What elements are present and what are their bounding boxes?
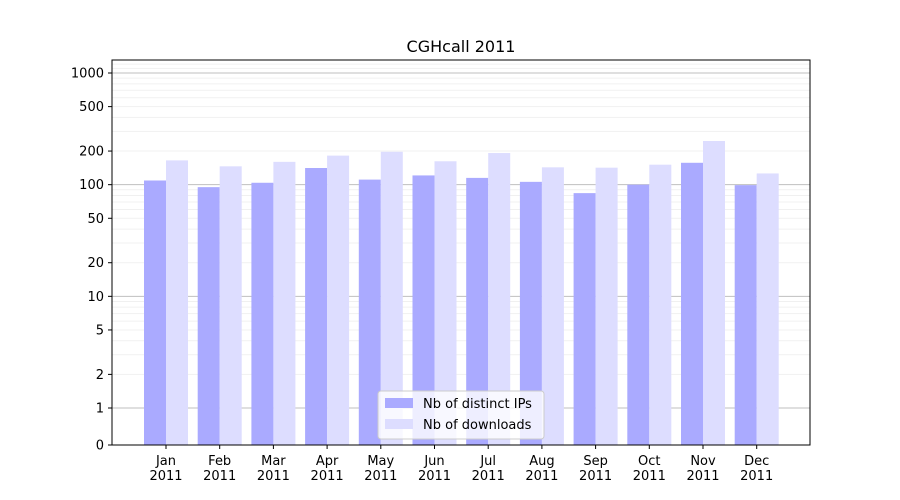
x-tick-label: Jun 2011 [418, 454, 451, 484]
bar-distinct-ips [412, 175, 435, 445]
y-tick-label: 0 [96, 439, 104, 454]
legend: Nb of distinct IPs Nb of downloads [377, 390, 545, 440]
y-tick-label: 1 [96, 402, 104, 417]
y-tick-label: 50 [87, 212, 104, 227]
bar-downloads [219, 166, 242, 445]
bar-downloads [166, 160, 188, 445]
bar-downloads [756, 173, 779, 445]
y-tick-label: 1000 [71, 67, 104, 82]
bar-downloads [703, 141, 725, 445]
x-tick-label: Mar 2011 [257, 454, 290, 484]
legend-swatch-ips [385, 398, 413, 408]
bars-layer [144, 141, 779, 446]
x-tick-label: Dec 2011 [740, 454, 773, 484]
x-tick-label: Feb 2011 [203, 454, 236, 484]
bar-downloads [273, 161, 296, 445]
bar-downloads [595, 167, 618, 445]
bar-distinct-ips [144, 180, 166, 446]
x-tick-label: Sep 2011 [579, 454, 612, 484]
legend-box [377, 390, 545, 440]
chart-title: CGHcall 2011 [407, 37, 516, 56]
y-tick-label: 500 [79, 100, 104, 115]
y-tick-label: 20 [87, 256, 104, 271]
legend-label-downloads: Nb of downloads [423, 418, 532, 433]
bar-distinct-ips [734, 185, 757, 446]
x-tick-label: Jul 2011 [472, 454, 505, 484]
bar-downloads [541, 167, 564, 446]
y-tick-label: 2 [96, 368, 104, 383]
x-axis: Jan 2011 Feb 2011 Mar 2011 Apr 2011 May 2011 Jun 20… [149, 445, 773, 484]
bar-distinct-ips [573, 193, 596, 445]
bar-distinct-ips [251, 182, 274, 445]
bar-downloads [327, 155, 350, 445]
bar-distinct-ips [197, 187, 220, 446]
y-axis: 0 1 2 5 10 20 50 100 200 500 1000 [71, 67, 112, 454]
x-tick-label: Oct 2011 [633, 454, 666, 484]
bar-distinct-ips [519, 181, 542, 445]
bar-downloads [488, 153, 511, 445]
x-tick-label: Aug 2011 [525, 454, 558, 484]
x-tick-label: Apr 2011 [311, 454, 344, 484]
bar-distinct-ips [305, 168, 328, 446]
legend-label-ips: Nb of distinct IPs [423, 397, 532, 412]
x-tick-label: Nov 2011 [686, 454, 719, 484]
y-tick-label: 100 [79, 178, 104, 193]
bar-distinct-ips [466, 177, 489, 446]
y-tick-label: 200 [79, 145, 104, 160]
bar-downloads [434, 161, 457, 446]
bar-distinct-ips [627, 184, 650, 445]
plot-frame [111, 59, 811, 446]
x-tick-label: May 2011 [364, 454, 397, 484]
bar-distinct-ips [358, 179, 381, 446]
legend-swatch-downloads [385, 419, 413, 429]
y-tick-label: 10 [87, 290, 104, 305]
bar-downloads [380, 151, 403, 445]
y-tick-label: 5 [96, 323, 104, 338]
bar-distinct-ips [681, 162, 703, 445]
x-tick-label: Jan 2011 [149, 454, 182, 484]
bar-downloads [649, 164, 672, 445]
